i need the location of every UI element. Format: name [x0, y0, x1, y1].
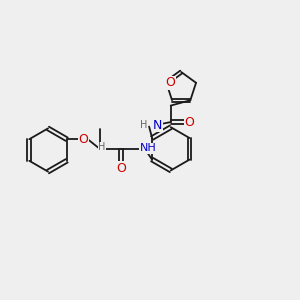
- Text: O: O: [185, 116, 194, 129]
- Text: H: H: [98, 142, 106, 152]
- Text: O: O: [78, 133, 88, 146]
- Text: N: N: [153, 118, 162, 132]
- Text: H: H: [140, 120, 147, 130]
- Text: O: O: [116, 162, 126, 175]
- Text: O: O: [165, 76, 175, 89]
- Text: NH: NH: [140, 143, 157, 153]
